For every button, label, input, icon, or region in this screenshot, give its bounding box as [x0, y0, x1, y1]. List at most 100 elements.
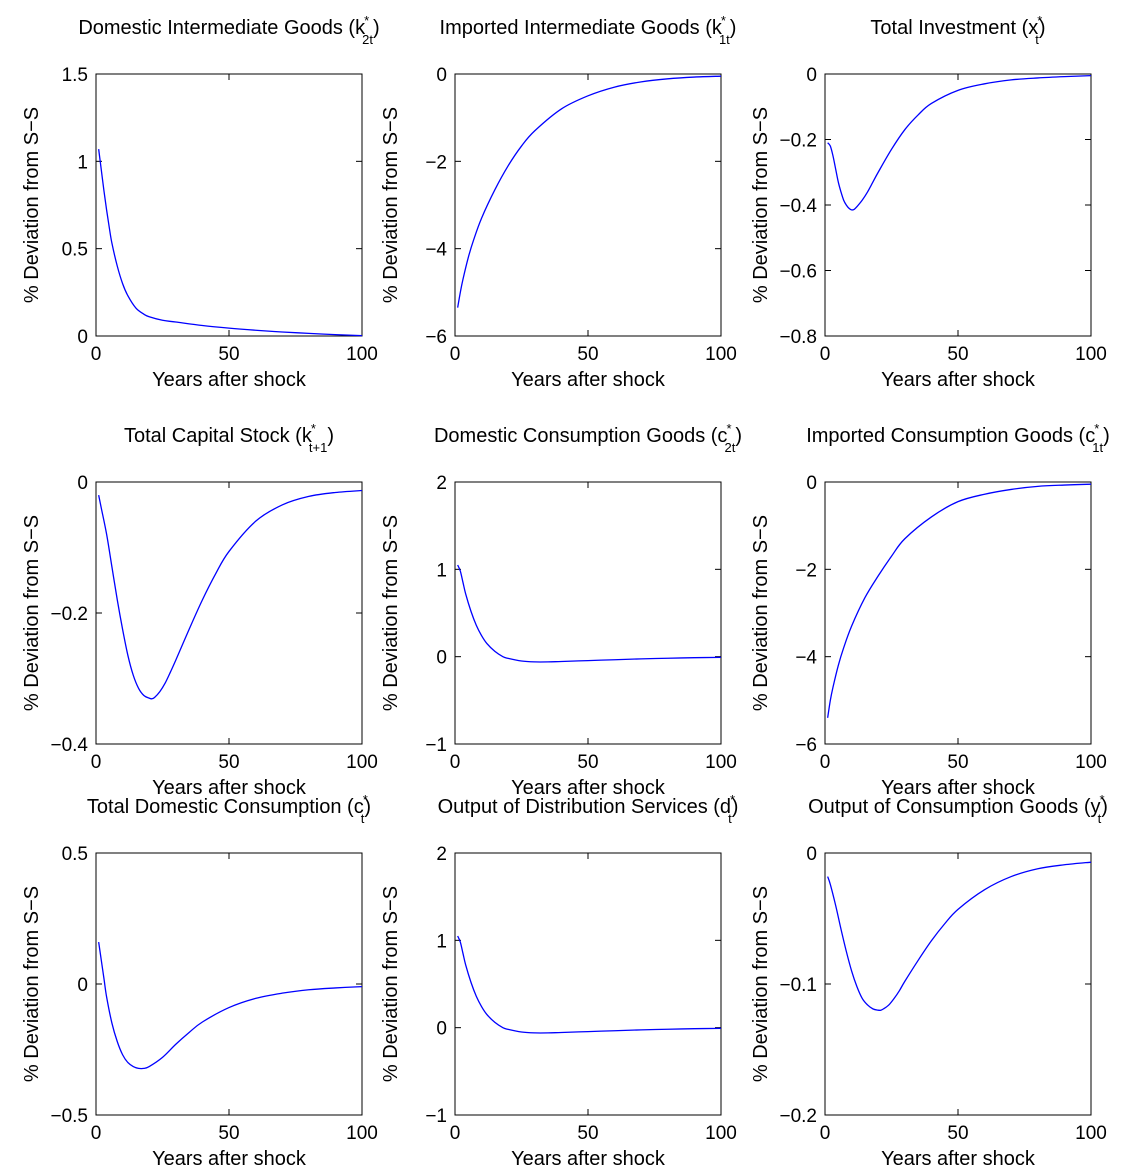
- chart-title-close: ): [373, 17, 380, 39]
- x-tick-label: 100: [346, 1123, 378, 1144]
- axes-frame: [95, 73, 363, 337]
- chart-title-subscript: t+1: [309, 440, 327, 455]
- y-axis-label: % Deviation from S−S: [21, 515, 43, 711]
- chart-title-main: Total Domestic Consumption (c: [87, 796, 364, 818]
- x-tick-label: 50: [947, 1123, 968, 1144]
- x-axis-label: Years after shock: [152, 1148, 307, 1170]
- series-line: [457, 75, 722, 308]
- y-tick-label: −2: [795, 560, 817, 581]
- x-tick-label: 0: [91, 752, 102, 773]
- x-tick-label: 100: [1075, 752, 1107, 773]
- chart-title-close: ): [1101, 796, 1108, 818]
- chart-title: Imported Consumption Goods (c* 1t): [806, 421, 1110, 455]
- chart-title-main: Imported Intermediate Goods (k: [440, 17, 723, 39]
- y-axis-label: % Deviation from S−S: [380, 515, 402, 711]
- chart-title-subscript: t: [728, 811, 732, 826]
- chart-title-superscript: *: [363, 792, 368, 807]
- chart-title-superscript: *: [311, 421, 316, 436]
- series-line: [98, 489, 363, 700]
- chart-title-subscript: 1t: [719, 32, 730, 47]
- axes-frame: [95, 852, 363, 1116]
- axes-frame: [824, 73, 1092, 337]
- y-tick-label: −0.4: [50, 735, 88, 756]
- chart-title-close: ): [364, 796, 371, 818]
- chart-title-subscript: 2t: [725, 440, 736, 455]
- y-tick-label: −1: [425, 735, 447, 756]
- series-line: [98, 941, 363, 1070]
- y-tick-label: 0: [436, 65, 447, 86]
- chart-title: Total Domestic Consumption (c* t): [87, 792, 371, 826]
- y-tick-label: 0.5: [62, 844, 88, 865]
- y-tick-label: 2: [436, 844, 447, 865]
- series-line: [457, 935, 722, 1034]
- x-tick-label: 0: [820, 344, 831, 365]
- chart-title-main: Domestic Intermediate Goods (k: [78, 17, 366, 39]
- y-axis-label: % Deviation from S−S: [380, 886, 402, 1082]
- chart-title-superscript: *: [730, 792, 735, 807]
- y-tick-label: −0.5: [50, 1106, 88, 1127]
- y-tick-label: −0.2: [779, 131, 817, 152]
- y-tick-label: −4: [425, 240, 447, 261]
- chart-title-superscript: *: [1100, 792, 1105, 807]
- axes-frame: [454, 852, 722, 1116]
- y-tick-label: 1: [436, 560, 447, 581]
- x-axis-label: Years after shock: [511, 1148, 666, 1170]
- chart-title: Total Investment (x* t): [870, 13, 1045, 47]
- chart-title: Imported Intermediate Goods (k* 1t): [440, 13, 737, 47]
- x-tick-label: 50: [218, 1123, 239, 1144]
- y-tick-label: −2: [425, 152, 447, 173]
- x-tick-label: 50: [218, 344, 239, 365]
- chart-title-main: Total Investment (x: [870, 17, 1038, 39]
- y-axis-label: % Deviation from S−S: [750, 515, 772, 711]
- y-tick-label: −0.1: [779, 975, 817, 996]
- subplot-6: 0 50 100 −6 −4 −2 0 Years after shock % Deviatio…: [750, 421, 1110, 799]
- chart-title-superscript: *: [364, 13, 369, 28]
- x-tick-label: 100: [1075, 1123, 1107, 1144]
- x-axis-label: Years after shock: [511, 369, 666, 391]
- y-tick-label: 0: [806, 65, 817, 86]
- chart-title-main: Output of Distribution Services (d: [438, 796, 731, 818]
- y-tick-label: 0: [436, 1019, 447, 1040]
- x-tick-label: 100: [1075, 344, 1107, 365]
- chart-title-subscript: 2t: [362, 32, 373, 47]
- series-line: [827, 74, 1092, 211]
- y-tick-label: 1: [436, 931, 447, 952]
- x-tick-label: 50: [218, 752, 239, 773]
- x-tick-label: 50: [577, 1123, 598, 1144]
- subplot-9: 0 50 100 −0.2 −0.1 0 Years after shock % Deviat…: [750, 792, 1108, 1170]
- axes-frame: [824, 481, 1092, 745]
- axes-frame: [824, 852, 1092, 1116]
- x-tick-label: 100: [705, 752, 737, 773]
- y-axis-label: % Deviation from S−S: [750, 107, 772, 303]
- y-tick-label: 0: [77, 975, 88, 996]
- y-axis-label: % Deviation from S−S: [21, 886, 43, 1082]
- y-tick-label: −0.2: [779, 1106, 817, 1127]
- x-tick-label: 50: [577, 344, 598, 365]
- y-tick-label: −6: [795, 735, 817, 756]
- x-tick-label: 0: [450, 1123, 461, 1144]
- chart-title: Domestic Consumption Goods (c* 2t): [434, 421, 742, 455]
- chart-title: Output of Consumption Goods (y* t): [808, 792, 1108, 826]
- y-tick-label: 0: [806, 473, 817, 494]
- y-tick-label: −1: [425, 1106, 447, 1127]
- chart-title-close: ): [730, 17, 737, 39]
- subplot-1: 0 50 100 0 0.5 1 1.5 Years after shock % Deviati…: [21, 13, 380, 391]
- chart-title-superscript: *: [721, 13, 726, 28]
- chart-title-close: ): [327, 425, 334, 447]
- x-tick-label: 100: [346, 344, 378, 365]
- chart-title-subscript: t: [1035, 32, 1039, 47]
- y-tick-label: −0.2: [50, 604, 88, 625]
- chart-title: Output of Distribution Services (d* t): [438, 792, 739, 826]
- chart-title: Total Capital Stock (k* t+1): [124, 421, 334, 455]
- axes-frame: [95, 481, 363, 745]
- chart-title: Domestic Intermediate Goods (k* 2t): [78, 13, 379, 47]
- x-axis-label: Years after shock: [881, 369, 1036, 391]
- series-line: [457, 564, 722, 663]
- y-tick-label: 0: [436, 648, 447, 669]
- y-tick-label: 0: [806, 844, 817, 865]
- series-line: [827, 861, 1092, 1012]
- y-tick-label: 0: [77, 327, 88, 348]
- chart-title-main: Imported Consumption Goods (c: [806, 425, 1095, 447]
